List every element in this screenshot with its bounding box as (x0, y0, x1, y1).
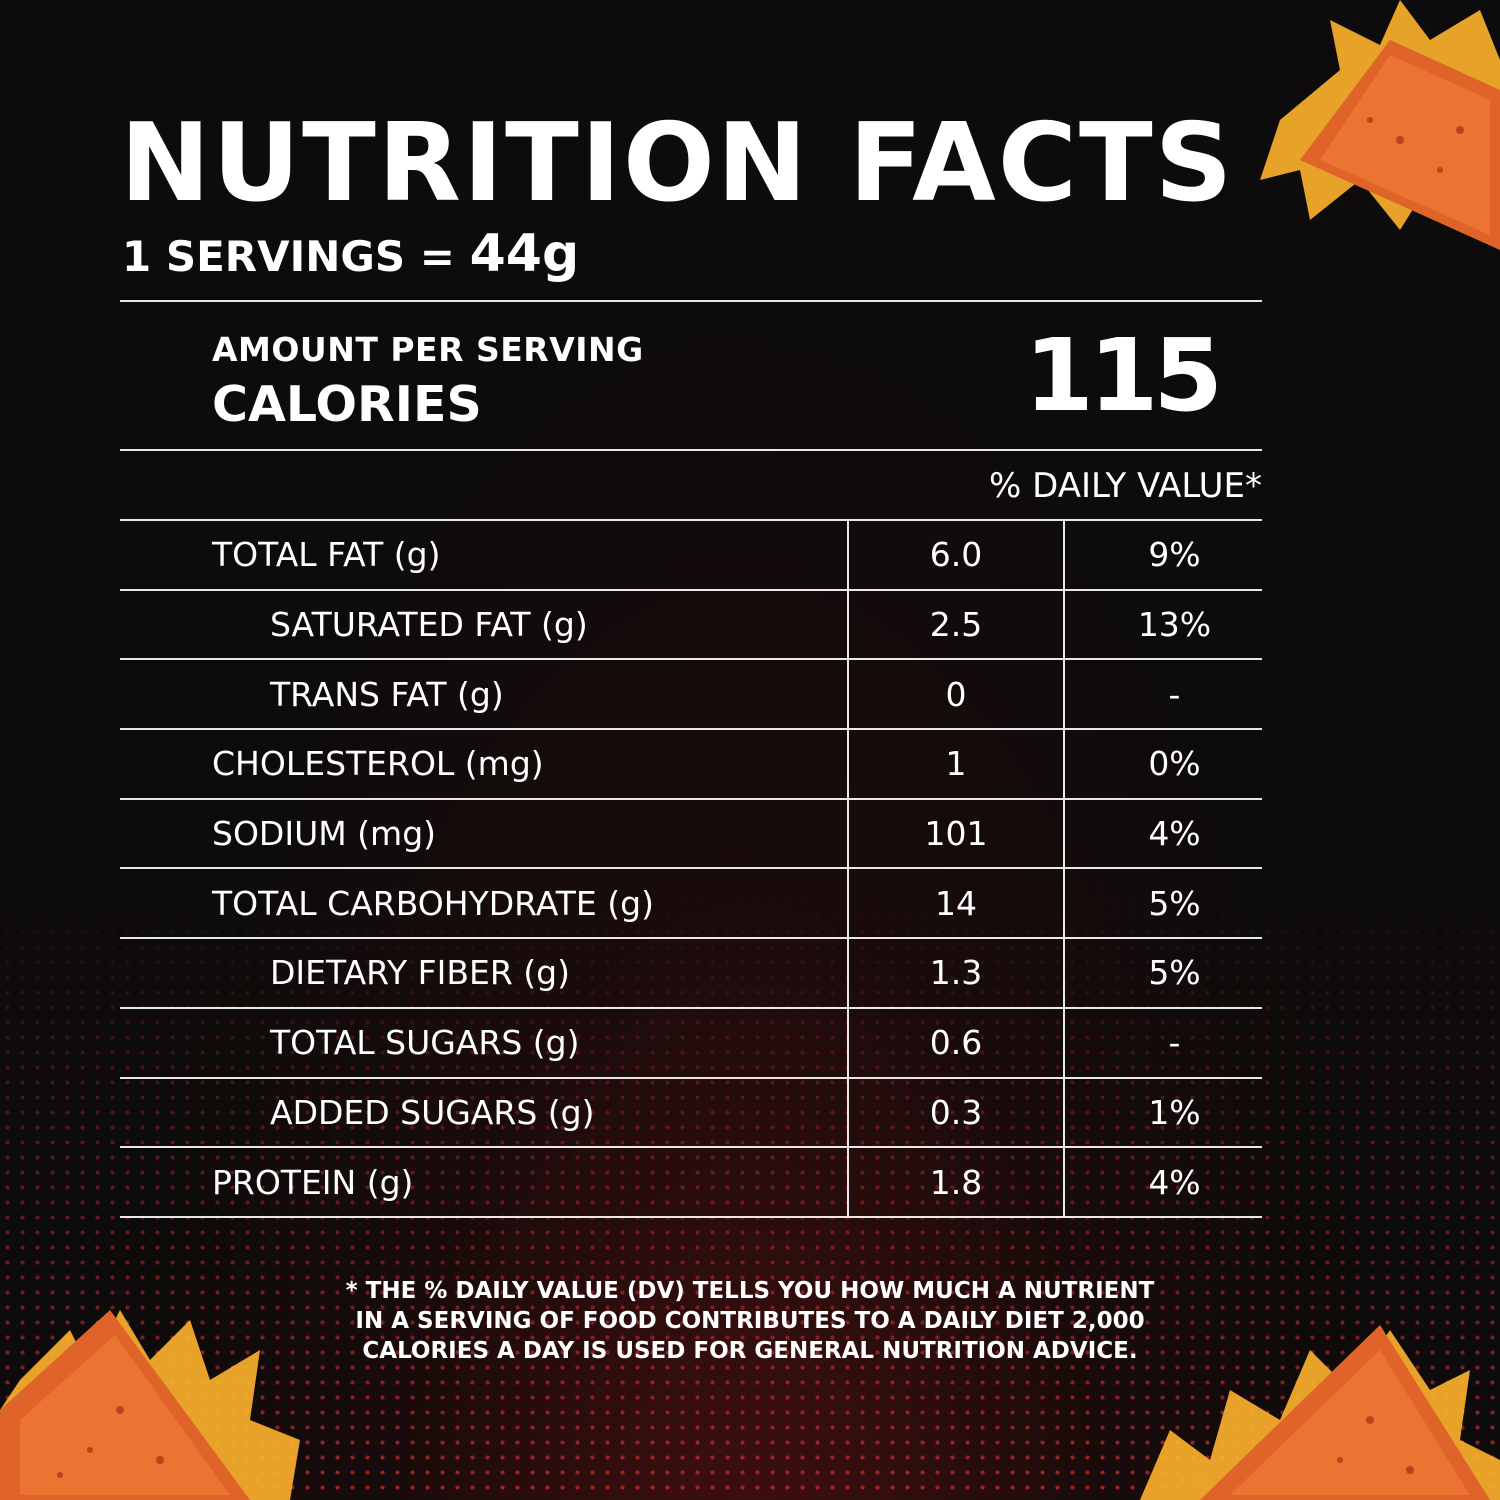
nutrient-amount: 6.0 (849, 521, 1065, 589)
nutrient-amount: 1 (849, 730, 1065, 798)
nutrient-name: SODIUM (mg) (120, 799, 849, 868)
table-row-total-carbohydrate: TOTAL CARBOHYDRATE (g) 14 5% (120, 869, 1262, 940)
divider-calories (120, 449, 1262, 451)
table-row-trans-fat: TRANS FAT (g) 0 - (120, 660, 1262, 731)
nutrient-amount: 1.8 (849, 1148, 1065, 1216)
nutrient-daily-value: 4% (1148, 1162, 1201, 1202)
footnote-line: * THE % DAILY VALUE (DV) TELLS YOU HOW M… (345, 1278, 1155, 1304)
nutrient-name: SATURATED FAT (g) (120, 590, 849, 659)
nutrient-name: PROTEIN (g) (120, 1148, 849, 1216)
nutrient-name: TRANS FAT (g) (120, 660, 849, 729)
calories-value: 115 (1024, 317, 1223, 434)
table-row-protein: PROTEIN (g) 1.8 4% (120, 1148, 1262, 1218)
nutrient-daily-value: 9% (1148, 535, 1201, 575)
nutrient-daily-value: 13% (1137, 605, 1212, 645)
nutrient-name: TOTAL FAT (g) (120, 521, 849, 589)
flaming-chip-top-right-icon (1260, 0, 1500, 250)
flaming-chip-bottom-right-icon (1140, 1325, 1500, 1500)
nutrient-amount: 0.6 (849, 1008, 1065, 1077)
nutrient-name: CHOLESTEROL (mg) (120, 730, 849, 798)
calories-label: CALORIES (212, 376, 482, 433)
nutrient-daily-value: 4% (1148, 814, 1201, 854)
nutrient-amount: 14 (849, 869, 1065, 938)
nutrient-amount: 2.5 (849, 590, 1065, 659)
table-row-total-sugars: TOTAL SUGARS (g) 0.6 - (120, 1008, 1262, 1079)
nutrient-name: DIETARY FIBER (g) (120, 939, 849, 1007)
nutrient-daily-value: 1% (1148, 1092, 1201, 1132)
table-row-dietary-fiber: DIETARY FIBER (g) 1.3 5% (120, 939, 1262, 1009)
nutrient-amount: 0 (849, 660, 1065, 729)
serving-prefix: 1 SERVINGS = (122, 232, 455, 281)
nutrient-amount: 101 (849, 799, 1065, 868)
nutrient-table: TOTAL FAT (g) 6.0 9% SATURATED FAT (g) 2… (120, 521, 1262, 1218)
nutrient-name: ADDED SUGARS (g) (120, 1078, 849, 1147)
nutrient-amount: 1.3 (849, 939, 1065, 1007)
table-row-saturated-fat: SATURATED FAT (g) 2.5 13% (120, 590, 1262, 661)
flaming-chip-bottom-left-icon (0, 1310, 300, 1500)
nutrient-daily-value: - (1168, 1023, 1181, 1063)
table-row-cholesterol: CHOLESTEROL (mg) 1 0% (120, 730, 1262, 800)
nutrient-daily-value: 0% (1148, 744, 1201, 784)
divider-table-top (120, 519, 1262, 521)
table-row-added-sugars: ADDED SUGARS (g) 0.3 1% (120, 1078, 1262, 1149)
nutrient-amount: 0.3 (849, 1078, 1065, 1147)
nutrient-daily-value: - (1168, 674, 1181, 714)
divider-top (120, 300, 1262, 302)
table-row-total-fat: TOTAL FAT (g) 6.0 9% (120, 521, 1262, 591)
footnote-line: IN A SERVING OF FOOD CONTRIBUTES TO A DA… (355, 1308, 1145, 1334)
daily-value-header: % DAILY VALUE* (989, 466, 1262, 506)
footnote-line: CALORIES A DAY IS USED FOR GENERAL NUTRI… (362, 1338, 1138, 1364)
nutrient-daily-value: 5% (1148, 953, 1201, 993)
nutrient-name: TOTAL CARBOHYDRATE (g) (120, 869, 849, 938)
nutrient-daily-value: 5% (1148, 883, 1201, 923)
table-row-sodium: SODIUM (mg) 101 4% (120, 799, 1262, 870)
page-title: NUTRITION FACTS (120, 101, 1235, 226)
nutrient-name: TOTAL SUGARS (g) (120, 1008, 849, 1077)
amount-per-serving-label: AMOUNT PER SERVING (212, 330, 644, 369)
serving-size: 1 SERVINGS = 44g (122, 224, 580, 284)
daily-value-footnote: * THE % DAILY VALUE (DV) TELLS YOU HOW M… (250, 1276, 1250, 1366)
serving-amount: 44g (469, 224, 580, 284)
